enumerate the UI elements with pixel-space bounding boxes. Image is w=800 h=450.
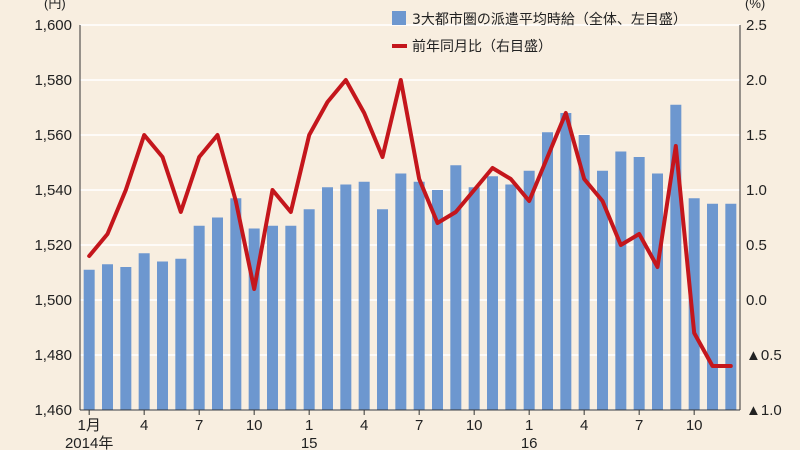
- x-tick-label-5: 4: [360, 417, 368, 434]
- x-tick-label-11: 10: [686, 417, 703, 434]
- left-tick-label-0: 1,460: [34, 402, 72, 419]
- year-label-2: 16: [521, 435, 538, 450]
- right-unit-label: (%): [745, 0, 765, 11]
- legend-bar-label: 3大都市圏の派遣平均時給（全体、左目盛）: [412, 11, 687, 28]
- bar-21: [468, 187, 480, 410]
- bar-7: [212, 217, 223, 410]
- bar-13: [322, 187, 333, 410]
- right-tick-label-4: 1.0: [746, 182, 767, 199]
- year-label-1: 15: [301, 435, 318, 450]
- x-tick-label-8: 1: [525, 417, 533, 434]
- left-unit-label: (円): [44, 0, 66, 11]
- bar-30: [633, 157, 645, 410]
- x-tick-label-3: 10: [246, 417, 263, 434]
- bar-18: [413, 181, 425, 410]
- bar-16: [377, 209, 388, 410]
- left-tick-label-3: 1,520: [34, 237, 72, 254]
- bar-33: [688, 198, 700, 410]
- bar-24: [523, 170, 535, 410]
- left-tick-label-1: 1,480: [34, 347, 72, 364]
- bar-31: [652, 173, 663, 410]
- bar-35: [725, 203, 737, 410]
- x-tick-label-4: 1: [305, 417, 313, 434]
- bar-3: [138, 253, 150, 410]
- bar-17: [395, 173, 407, 410]
- bar-32: [670, 104, 682, 410]
- bar-2: [120, 267, 132, 410]
- right-tick-label-2: 0.0: [746, 292, 767, 309]
- legend-line-label: 前年同月比（右目盛）: [412, 38, 552, 55]
- left-tick-label-5: 1,560: [34, 127, 72, 144]
- bar-27: [578, 135, 590, 410]
- legend: 3大都市圏の派遣平均時給（全体、左目盛） 前年同月比（右目盛）: [392, 11, 687, 55]
- x-tick-label-6: 7: [415, 417, 423, 434]
- bar-19: [432, 190, 443, 410]
- right-tick-label-5: 1.5: [746, 127, 767, 144]
- right-tick-label-7: 2.5: [746, 17, 767, 34]
- x-tick-label-7: 10: [466, 417, 483, 434]
- bar-5: [175, 258, 187, 410]
- line-yoy-change: [87, 78, 733, 368]
- bar-11: [285, 225, 297, 410]
- bar-0: [83, 269, 95, 410]
- left-tick-label-4: 1,540: [34, 182, 72, 199]
- right-tick-label-6: 2.0: [746, 72, 767, 89]
- bar-34: [707, 203, 718, 410]
- x-tick-label-1: 4: [140, 417, 148, 434]
- bar-29: [615, 151, 627, 410]
- year-label-0: 2014年: [65, 435, 113, 450]
- bar-20: [450, 165, 462, 410]
- bar-28: [597, 170, 608, 410]
- left-tick-label-7: 1,600: [34, 17, 72, 34]
- right-tick-label-1: ▲0.5: [746, 347, 782, 364]
- x-tick-label-10: 7: [635, 417, 643, 434]
- bar-6: [193, 225, 205, 410]
- left-tick-label-2: 1,500: [34, 292, 72, 309]
- legend-bar-swatch: [392, 11, 406, 25]
- x-tick-label-2: 7: [195, 417, 203, 434]
- line-series: [87, 78, 733, 368]
- right-tick-label-0: ▲1.0: [746, 402, 782, 419]
- bar-22: [487, 176, 498, 410]
- bar-14: [340, 184, 352, 410]
- axes: 1,460 1,480 1,500 1,520 1,540 1,560 1,580 1,600…: [34, 0, 781, 450]
- bar-26: [560, 113, 572, 410]
- left-tick-label-6: 1,580: [34, 72, 72, 89]
- bar-9: [248, 228, 260, 410]
- bar-4: [157, 261, 168, 410]
- x-tick-label-9: 4: [580, 417, 588, 434]
- bar-1: [102, 264, 113, 410]
- bar-23: [505, 184, 517, 410]
- bar-25: [542, 132, 553, 410]
- bar-12: [303, 209, 315, 410]
- x-tick-label-0: 1月: [77, 417, 100, 434]
- bar-15: [358, 181, 370, 410]
- bar-series: [83, 104, 737, 410]
- bar-8: [230, 198, 242, 410]
- right-tick-label-3: 0.5: [746, 237, 767, 254]
- bar-10: [267, 225, 278, 410]
